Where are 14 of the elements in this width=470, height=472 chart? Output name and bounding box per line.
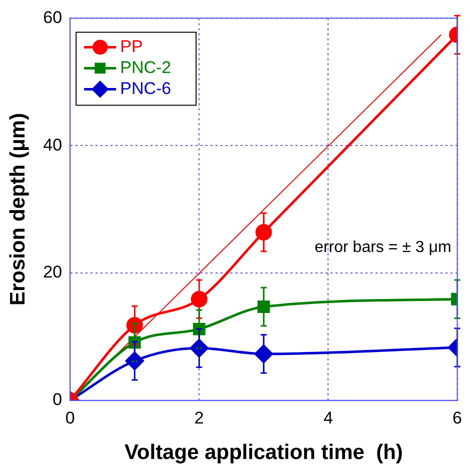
y-tick-label: 20 <box>43 262 62 282</box>
legend-label: PNC-2 <box>120 58 172 77</box>
x-tick-label: 4 <box>323 408 333 428</box>
y-tick-label: 40 <box>43 135 62 154</box>
x-tick-label: 2 <box>194 408 204 428</box>
annotation: error bars = ± 3 μm <box>314 238 452 256</box>
legend-label: PNC-6 <box>120 78 172 98</box>
y-tick-label: 0 <box>52 390 62 410</box>
x-tick-label: 0 <box>65 408 75 428</box>
y-axis-title: Erosion depth (μm) <box>6 113 30 306</box>
x-tick-label: 6 <box>452 408 462 428</box>
x-axis-title: Voltage application time (h) <box>124 441 403 464</box>
y-tick-label: 60 <box>43 8 62 27</box>
legend-label: PP <box>120 36 143 56</box>
